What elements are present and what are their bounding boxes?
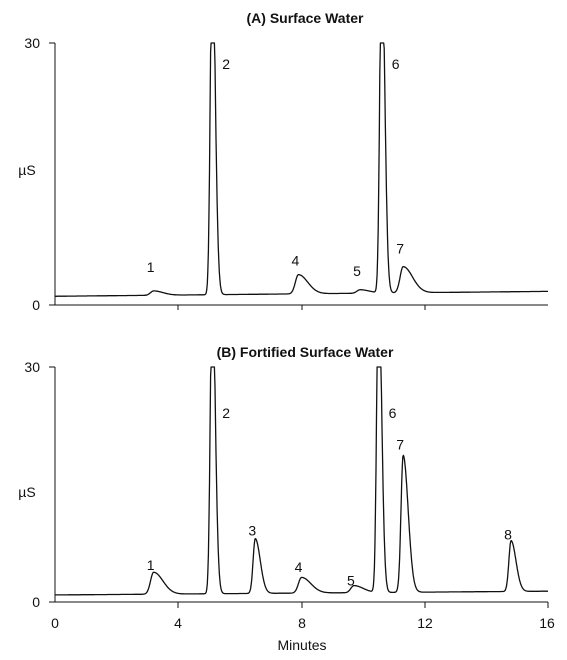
panel-b-title: (B) Fortified Surface Water	[217, 344, 394, 360]
x-axis-label: Minutes	[277, 637, 326, 653]
panel-a-trace	[54, 42, 549, 297]
panel-b-peak-label-5: 5	[347, 573, 355, 589]
panel-b-ytick-label-30: 30	[24, 359, 40, 375]
panel-a-ytick-label-0: 0	[32, 297, 40, 313]
xtick-label-12: 12	[417, 615, 433, 631]
panel-b-peak-label-1: 1	[147, 557, 155, 573]
xtick-label-16: 16	[539, 615, 555, 631]
panel-a: (A) Surface Water 30 0 µS 1 2 4 5 6 7	[18, 10, 549, 313]
panel-b-peak-labels: 1 2 3 4 5 6 7 8	[147, 405, 512, 589]
panel-b-peak-label-6: 6	[389, 405, 397, 421]
panel-b-peak-label-4: 4	[295, 559, 303, 575]
panel-a-ylabel: µS	[18, 162, 35, 178]
panel-a-peak-label-1: 1	[147, 259, 155, 275]
panel-b: (B) Fortified Surface Water 30 0 µS 0 4 …	[18, 344, 555, 653]
panel-a-peak-label-5: 5	[353, 263, 361, 279]
panel-b-peak-label-3: 3	[248, 522, 256, 538]
panel-b-ytick-label-0: 0	[32, 594, 40, 610]
panel-b-peak-label-7: 7	[396, 436, 404, 452]
panel-b-peak-label-2: 2	[222, 405, 230, 421]
panel-a-peak-label-6: 6	[392, 56, 400, 72]
panel-b-trace	[54, 366, 549, 596]
panel-b-peak-label-8: 8	[504, 526, 512, 542]
panel-a-peak-label-7: 7	[396, 241, 404, 257]
xtick-label-0: 0	[51, 615, 59, 631]
panel-a-ytick-label-30: 30	[24, 35, 40, 51]
panel-a-title: (A) Surface Water	[247, 10, 365, 26]
xtick-label-8: 8	[298, 615, 306, 631]
panel-a-peak-labels: 1 2 4 5 6 7	[147, 56, 405, 279]
panel-b-ylabel: µS	[18, 484, 35, 500]
xtick-label-4: 4	[174, 615, 182, 631]
panel-a-peak-label-4: 4	[292, 253, 300, 269]
panel-a-peak-label-2: 2	[222, 56, 230, 72]
